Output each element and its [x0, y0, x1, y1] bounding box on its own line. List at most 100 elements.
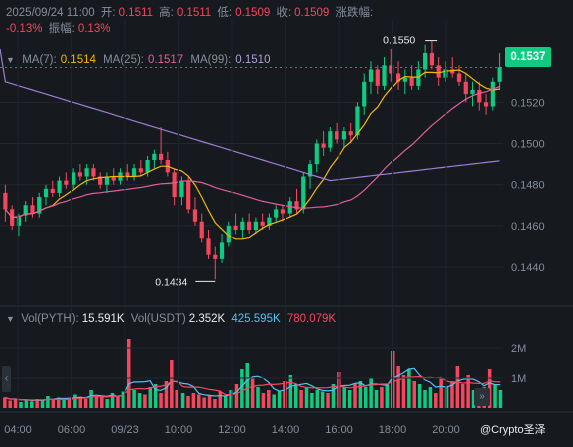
scroll-to-latest-button[interactable]: »	[474, 388, 490, 406]
chevron-down-icon[interactable]: ▼	[6, 314, 15, 324]
volume-bar	[385, 384, 390, 408]
volume-bar	[353, 384, 357, 408]
volume-bar	[315, 390, 320, 408]
price-tick-label: 0.1460	[511, 221, 545, 233]
time-tick-label: 10:00	[165, 424, 193, 436]
candle-body	[213, 254, 218, 259]
ma25-value: 0.1517	[148, 54, 184, 66]
volume-bar	[116, 396, 120, 408]
candle-body	[368, 69, 374, 82]
candle-body	[321, 143, 326, 148]
candle-body	[423, 52, 428, 70]
candle-body	[456, 73, 462, 82]
time-tick-label: 16:00	[325, 424, 353, 436]
volume-bar	[288, 375, 293, 408]
volume-bar	[137, 393, 142, 408]
candle-body	[37, 197, 42, 214]
amplitude-label: 振幅:	[48, 23, 75, 35]
candle-body	[382, 65, 387, 86]
volume-bar	[417, 384, 422, 408]
volume-legend: ▼ Vol(PYTH): 15.591K Vol(USDT) 2.352K 425.…	[6, 313, 339, 325]
time-tick-label: 20:00	[432, 424, 460, 436]
volume-bar	[369, 378, 373, 408]
candle-body	[274, 209, 279, 218]
volume-bar	[110, 393, 115, 408]
high-marker-label: 0.1550	[383, 35, 415, 47]
volume-bar	[223, 396, 228, 408]
volume-bar	[358, 381, 363, 408]
candle-body	[70, 172, 76, 185]
volume-tick-label: 1M	[511, 373, 526, 385]
ma-legend: ▼ MA(7): 0.1514 MA(25): 0.1517 MA(99): 0.15…	[6, 54, 274, 66]
volume-bar	[153, 384, 158, 408]
volume-bar	[396, 366, 400, 408]
volume-bar	[19, 402, 23, 408]
volume-bar	[450, 381, 454, 408]
candle-body	[348, 131, 353, 136]
candle-body	[483, 102, 489, 107]
time-tick-label: 04:00	[4, 424, 32, 436]
candle-body	[477, 90, 482, 103]
volume-bar	[342, 387, 346, 408]
volume-bar	[347, 390, 352, 408]
high-value: 0.1511	[176, 7, 212, 19]
candle-body	[138, 168, 143, 173]
volume-bar	[40, 400, 45, 408]
candle-body	[104, 176, 110, 185]
ma25-line	[4, 86, 500, 219]
low-marker-label: 0.1434	[155, 276, 187, 288]
vol-pyth-value: 15.591K	[81, 313, 125, 325]
volume-bar	[164, 381, 169, 408]
candle-datetime: 2025/09/24 11:00	[6, 7, 95, 19]
volume-bar	[24, 399, 29, 408]
volume-bar	[186, 396, 190, 408]
volume-bar	[83, 399, 88, 408]
volume-bar	[191, 393, 196, 408]
candle-body	[131, 168, 137, 177]
volume-bar	[466, 375, 470, 408]
volume-bar	[180, 393, 185, 408]
volume-bar	[170, 360, 174, 408]
chevron-down-icon[interactable]: ▼	[6, 55, 15, 65]
vol-usdt-value: 2.352K	[188, 313, 226, 325]
candle-body	[192, 209, 198, 222]
close-label: 收:	[276, 7, 292, 19]
candle-body	[30, 205, 35, 214]
time-tick-label: 12:00	[218, 424, 246, 436]
candle-body	[395, 73, 401, 82]
watermark: @Crypto圣泽	[480, 424, 546, 436]
candle-body	[443, 69, 448, 78]
time-tick-label: 09/23	[111, 424, 139, 436]
candle-body	[64, 180, 69, 185]
volume-bar	[197, 394, 201, 408]
volume-bar	[229, 390, 233, 408]
candle-body	[50, 188, 55, 193]
candle-body	[429, 52, 435, 66]
vol-ma2-value: 780.079K	[286, 313, 337, 325]
candle-body	[172, 172, 177, 198]
volume-bar	[56, 397, 61, 408]
volume-bar	[283, 381, 287, 408]
vol-usdt-label: Vol(USDT)	[130, 313, 186, 325]
candle-body	[287, 201, 292, 214]
candle-body	[206, 238, 211, 255]
volume-bar	[218, 391, 223, 408]
low-label: 低:	[217, 7, 233, 19]
candle-body	[23, 205, 28, 216]
candle-body	[301, 176, 306, 210]
candle-body	[219, 242, 225, 259]
volume-bar	[78, 396, 82, 408]
ohlc-header: 2025/09/24 11:00 开: 0.1511 高: 0.1511 低: 0.1…	[6, 5, 506, 37]
candle-body	[267, 217, 272, 226]
candle-body	[280, 209, 286, 214]
candle-body	[307, 164, 313, 177]
ma25-label: MA(25):	[103, 54, 144, 66]
volume-bar	[62, 399, 66, 408]
candle-body	[43, 188, 49, 198]
collapse-panel-button[interactable]: ‹	[2, 366, 11, 392]
candle-body	[497, 67, 502, 82]
current-price-tag: 0.1537	[505, 47, 551, 67]
candle-body	[375, 69, 380, 86]
volume-bar	[293, 384, 298, 408]
